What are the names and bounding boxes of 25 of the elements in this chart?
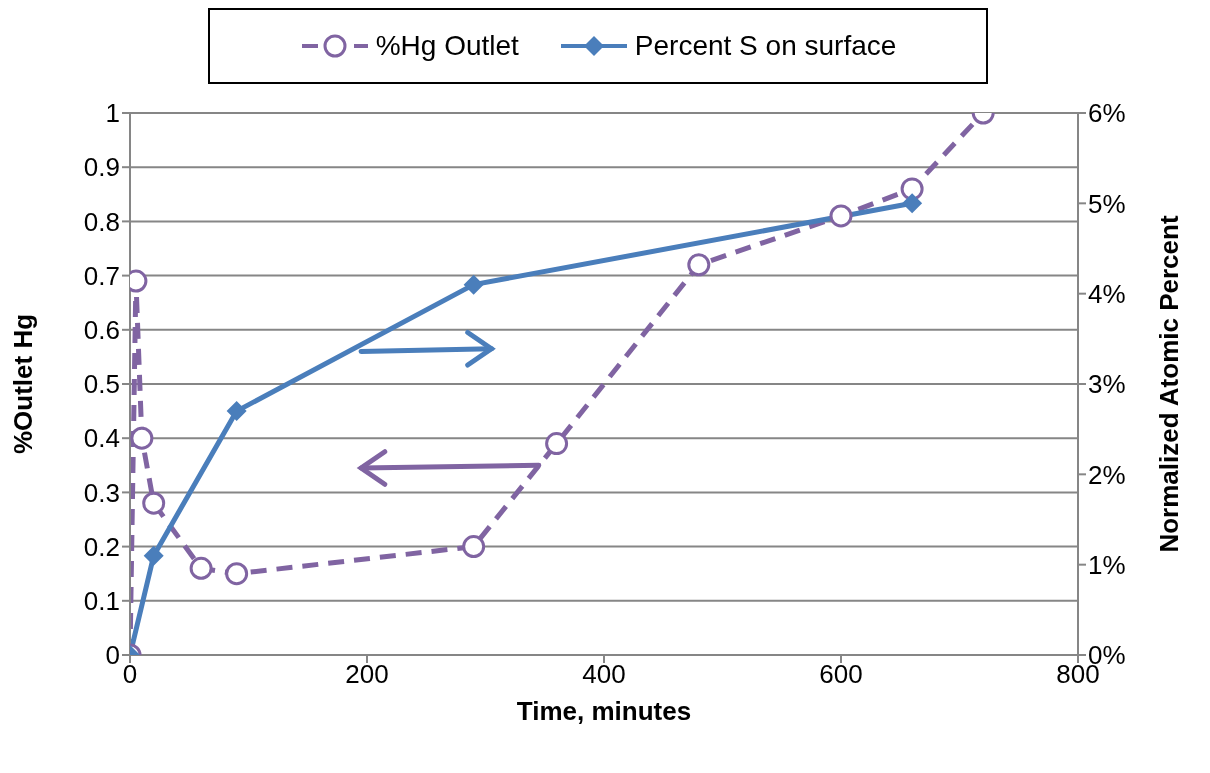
y2-tick-label: 2% bbox=[1088, 459, 1126, 490]
y-tick-label: 1 bbox=[105, 98, 120, 129]
y-tick-label: 0 bbox=[105, 640, 120, 671]
y2-tick-label: 5% bbox=[1088, 188, 1126, 219]
y2-tick-label: 1% bbox=[1088, 549, 1126, 580]
y2-tick-label: 4% bbox=[1088, 278, 1126, 309]
y-tick-label: 0.2 bbox=[83, 531, 120, 562]
x-tick-label: 600 bbox=[819, 659, 863, 690]
y-axis-title: %Outlet Hg bbox=[8, 313, 38, 455]
y-tick-label: 0.4 bbox=[83, 423, 120, 454]
y-tick-label: 0.1 bbox=[83, 586, 120, 617]
x-tick-label: 200 bbox=[345, 659, 389, 690]
y-tick-label: 0.6 bbox=[83, 315, 120, 346]
y2-tick-label: 6% bbox=[1088, 98, 1126, 129]
y2-axis-title: Normalized Atomic Percent bbox=[1154, 215, 1184, 553]
y-tick-label: 0.3 bbox=[83, 477, 120, 508]
x-tick-label: 400 bbox=[582, 659, 626, 690]
legend-label: %Hg Outlet bbox=[375, 30, 519, 62]
y-tick-label: 0.8 bbox=[83, 206, 120, 237]
legend-label: Percent S on surface bbox=[634, 30, 897, 62]
y-tick-label: 0.7 bbox=[83, 260, 120, 291]
y-tick-label: 0.5 bbox=[83, 369, 120, 400]
y-tick-label: 0.9 bbox=[83, 152, 120, 183]
x-axis-title: Time, minutes bbox=[516, 696, 692, 726]
y2-tick-label: 3% bbox=[1088, 369, 1126, 400]
